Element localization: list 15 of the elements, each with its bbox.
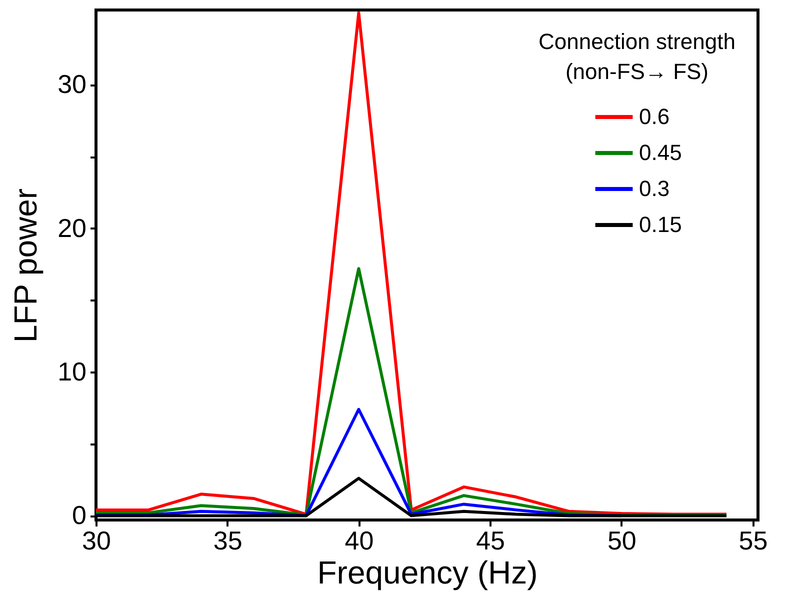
legend-title: Connection strength (non-FS→ FS) bbox=[538, 29, 736, 84]
x-tick-label: 45 bbox=[476, 526, 506, 556]
y-axis-title: LFP power bbox=[8, 188, 44, 343]
y-tick-label: 30 bbox=[58, 69, 86, 100]
legend-label: 0.3 bbox=[639, 176, 670, 201]
legend-label: 0.15 bbox=[639, 212, 682, 237]
x-tick-label: 35 bbox=[213, 526, 242, 556]
y-tick-label: 20 bbox=[58, 212, 86, 243]
legend-label: 0.45 bbox=[639, 140, 682, 165]
x-tick-label: 55 bbox=[738, 526, 768, 556]
x-tick-label: 40 bbox=[344, 526, 374, 556]
y-tick-label: 10 bbox=[58, 356, 86, 387]
x-tick-label: 50 bbox=[607, 526, 636, 556]
x-axis-title: Frequency (Hz) bbox=[317, 554, 538, 590]
legend-label: 0.6 bbox=[639, 104, 670, 129]
